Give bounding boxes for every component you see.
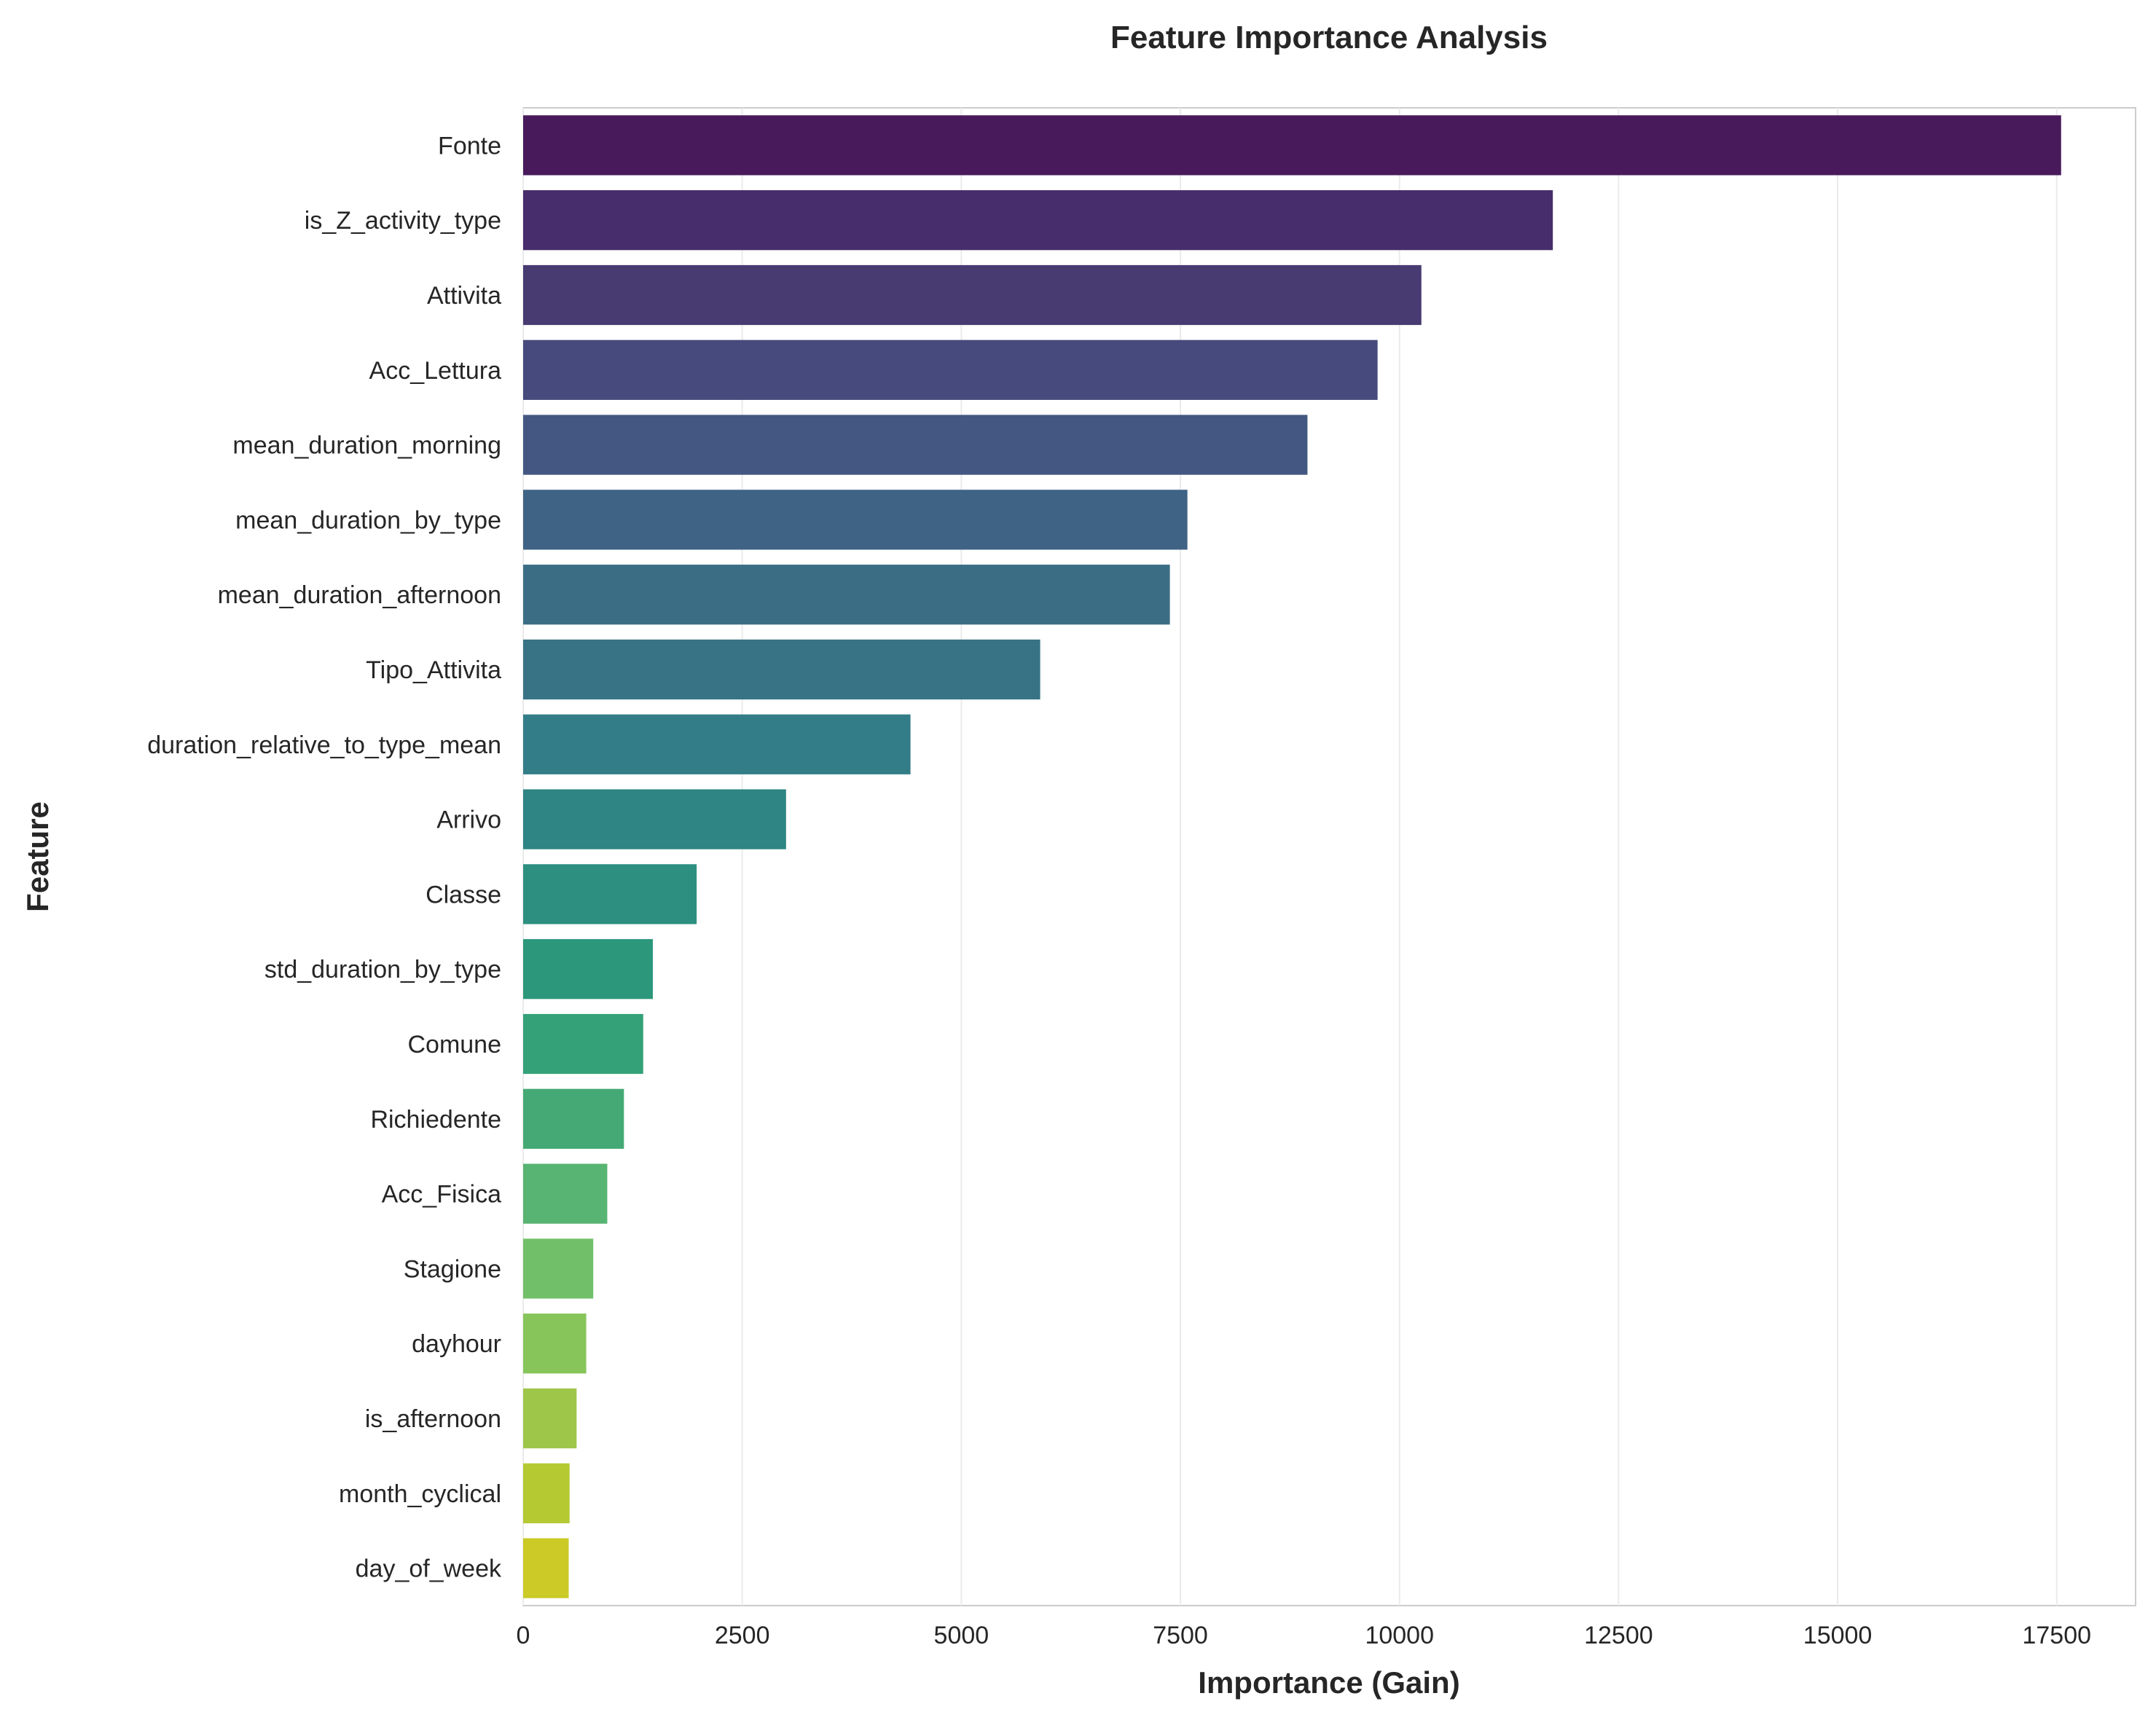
x-tick-label: 7500 — [1153, 1622, 1208, 1649]
x-tick-label: 10000 — [1365, 1622, 1434, 1649]
chart-title: Feature Importance Analysis — [1110, 20, 1548, 55]
bars-group — [523, 115, 2061, 1598]
bar — [523, 1313, 587, 1374]
bar — [523, 264, 1422, 326]
bar — [523, 939, 654, 1000]
bar — [523, 1388, 577, 1449]
y-tick-label: Tipo_Attivita — [366, 656, 501, 684]
y-tick-label: duration_relative_to_type_mean — [147, 731, 501, 759]
bar — [523, 864, 697, 924]
y-axis-label: Feature — [20, 801, 55, 912]
y-tick-label: mean_duration_morning — [232, 432, 501, 460]
bar — [523, 789, 786, 849]
y-tick-label: day_of_week — [356, 1555, 502, 1583]
bar — [523, 1538, 569, 1598]
plot-area — [522, 107, 2136, 1606]
y-tick-label: Acc_Lettura — [369, 357, 502, 385]
bar — [523, 1163, 608, 1224]
bar — [523, 490, 1188, 550]
x-tick-label: 12500 — [1584, 1622, 1653, 1649]
bar — [523, 115, 2061, 176]
x-tick-label: 5000 — [934, 1622, 989, 1649]
y-tick-label: month_cyclical — [339, 1480, 501, 1508]
y-tick-label: mean_duration_by_type — [235, 506, 501, 534]
x-tick-label: 0 — [517, 1622, 530, 1649]
bar — [523, 639, 1040, 700]
y-tick-label: Fonte — [438, 132, 501, 160]
y-tick-label: Attivita — [427, 282, 501, 310]
y-tick-label: is_afternoon — [365, 1405, 501, 1433]
y-tick-label: Comune — [407, 1031, 501, 1059]
x-tick-label: 17500 — [2022, 1622, 2091, 1649]
bar — [523, 714, 911, 774]
y-tick-label: Classe — [426, 881, 501, 908]
bar — [523, 1088, 624, 1149]
bar — [523, 1463, 570, 1523]
y-tick-label: is_Z_activity_type — [305, 207, 501, 235]
bar — [523, 190, 1553, 251]
y-tick-label: Richiedente — [370, 1106, 501, 1134]
y-tick-label: Acc_Fisica — [382, 1181, 501, 1209]
bar — [523, 339, 1378, 400]
y-tick-labels: Fonte is_Z_activity_type Attivita Acc_Lettu… — [147, 132, 502, 1582]
y-tick-label: Stagione — [404, 1255, 501, 1283]
y-tick-label: Arrivo — [436, 806, 501, 834]
x-tick-label: 2500 — [715, 1622, 770, 1649]
x-axis-label: Importance (Gain) — [1198, 1665, 1459, 1700]
y-tick-label: dayhour — [412, 1330, 501, 1358]
bar — [523, 1013, 643, 1075]
bar — [523, 415, 1308, 475]
x-tick-label: 15000 — [1803, 1622, 1873, 1649]
x-tick-labels: 0 2500 5000 7500 10000 12500 15000 17500 — [517, 1622, 2091, 1649]
bar — [523, 1238, 594, 1299]
bar — [523, 565, 1170, 625]
y-tick-label: std_duration_by_type — [264, 956, 501, 983]
y-tick-label: mean_duration_afternoon — [218, 581, 501, 609]
